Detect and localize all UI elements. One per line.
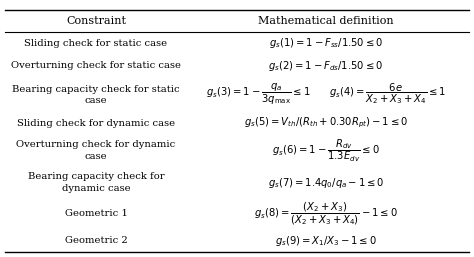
Text: Geometric 1: Geometric 1 <box>64 209 128 218</box>
Text: $g_s(3)=1-\dfrac{q_a}{3q_{\mathrm{max}}}\leq 1\quad\quad g_s(4)=\dfrac{6e}{X_2+X: $g_s(3)=1-\dfrac{q_a}{3q_{\mathrm{max}}}… <box>206 82 446 107</box>
Text: Bearing capacity check for
dynamic case: Bearing capacity check for dynamic case <box>27 172 164 192</box>
Text: Sliding check for static case: Sliding check for static case <box>25 39 167 48</box>
Text: $g_s(6)=1-\dfrac{R_{dv}}{1.3E_{dv}}\leq 0$: $g_s(6)=1-\dfrac{R_{dv}}{1.3E_{dv}}\leq … <box>272 137 380 164</box>
Text: Overturning check for static case: Overturning check for static case <box>11 61 181 70</box>
Text: $g_s(8)=\dfrac{(X_2+X_3)}{(X_2+X_3+X_4)}-1\leq 0$: $g_s(8)=\dfrac{(X_2+X_3)}{(X_2+X_3+X_4)}… <box>254 200 398 227</box>
Text: $g_s(5)=V_{th}/(R_{th}+0.30R_{pt})-1\leq 0$: $g_s(5)=V_{th}/(R_{th}+0.30R_{pt})-1\leq… <box>244 116 408 130</box>
Text: Geometric 2: Geometric 2 <box>64 236 128 245</box>
Text: Mathematical definition: Mathematical definition <box>258 16 394 26</box>
Text: $g_s(7)=1.4q_0/q_a-1\leq 0$: $g_s(7)=1.4q_0/q_a-1\leq 0$ <box>268 176 384 189</box>
Text: $g_s(9)=X_1/X_3-1\leq 0$: $g_s(9)=X_1/X_3-1\leq 0$ <box>275 234 377 247</box>
Text: Overturning check for dynamic
case: Overturning check for dynamic case <box>17 140 175 161</box>
Text: Sliding check for dynamic case: Sliding check for dynamic case <box>17 119 175 128</box>
Text: $g_s(2)=1-F_{ds}/1.50\leq 0$: $g_s(2)=1-F_{ds}/1.50\leq 0$ <box>268 59 383 73</box>
Text: Bearing capacity check for static
case: Bearing capacity check for static case <box>12 85 180 105</box>
Text: Constraint: Constraint <box>66 16 126 26</box>
Text: $g_s(1)=1-F_{ss}/1.50\leq 0$: $g_s(1)=1-F_{ss}/1.50\leq 0$ <box>269 36 383 50</box>
